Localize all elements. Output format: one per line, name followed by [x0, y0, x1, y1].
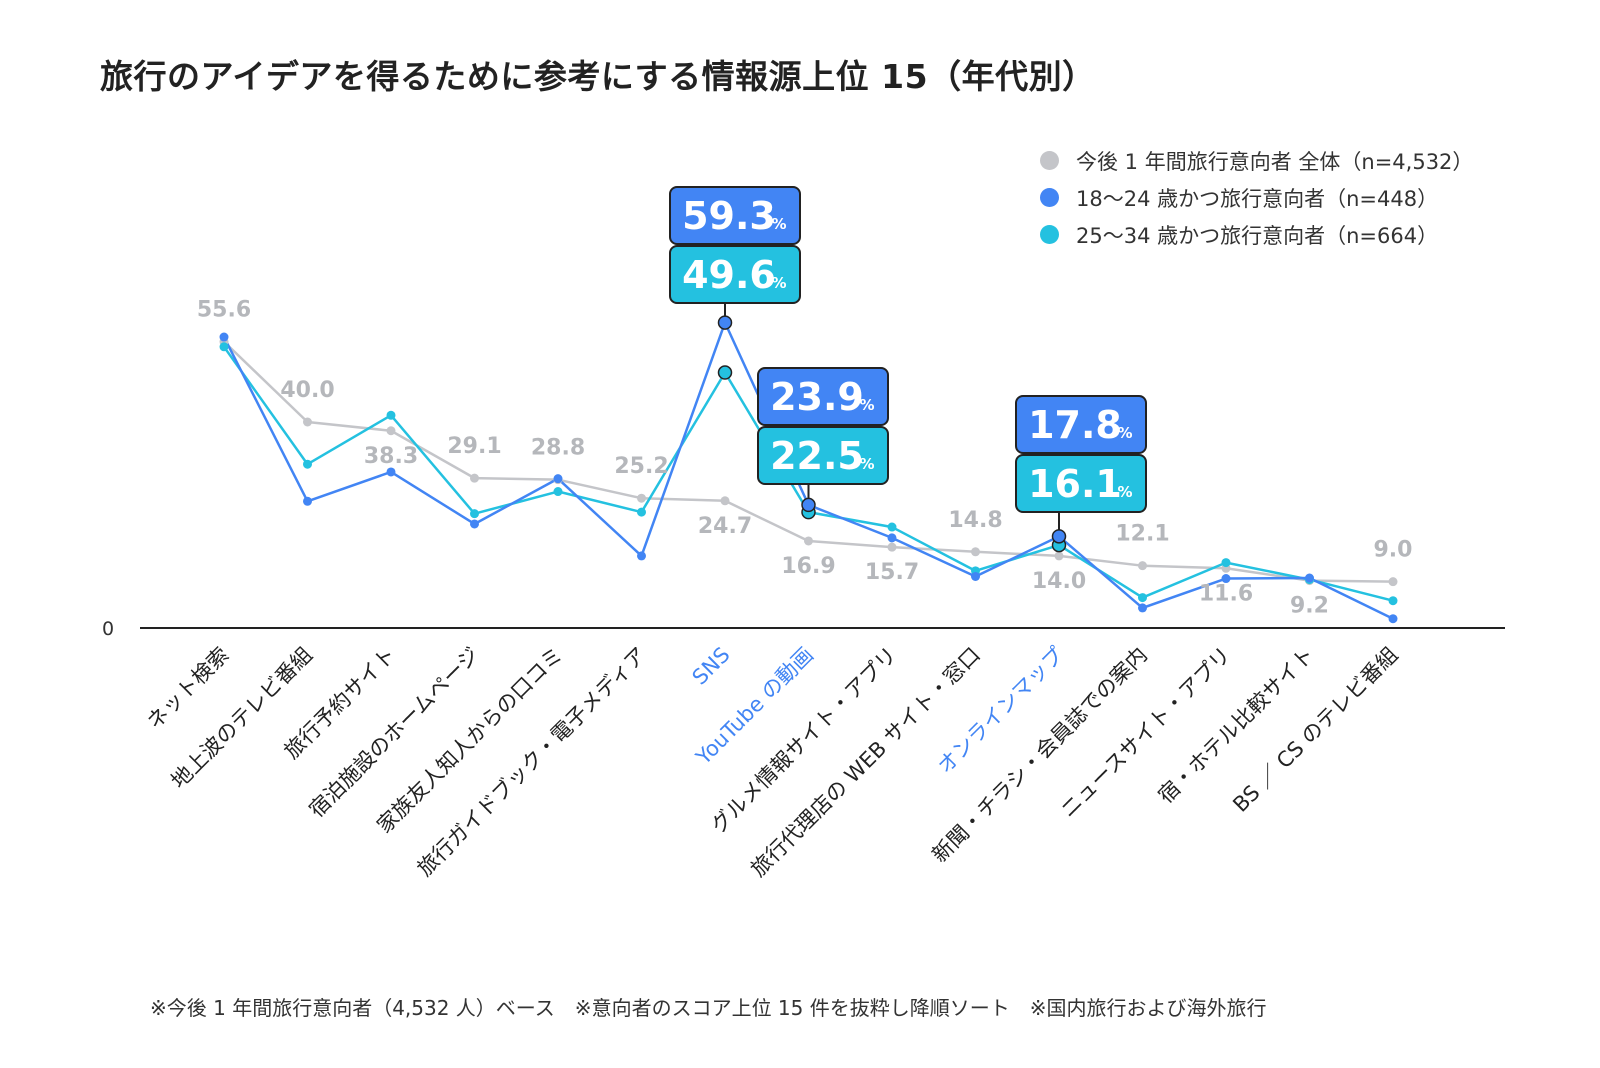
legend-item-18-24: 18〜24 歳かつ旅行意向者（n=448） [1040, 179, 1473, 216]
data-point [553, 487, 563, 497]
legend: 今後 1 年間旅行意向者 全体（n=4,532） 18〜24 歳かつ旅行意向者（… [1040, 142, 1473, 253]
data-point [303, 417, 312, 427]
data-point [804, 536, 813, 546]
data-label: 28.8 [531, 436, 585, 461]
category-label: ニュースサイト・アプリ [1056, 643, 1236, 823]
y-zero-label: 0 [102, 618, 114, 640]
data-point [1221, 558, 1231, 568]
data-point [1054, 551, 1064, 561]
data-point [717, 365, 733, 380]
data-label: 38.3 [364, 444, 418, 469]
callout-box-18-24 [757, 367, 889, 426]
data-point [470, 509, 479, 519]
data-label: 11.6 [1199, 581, 1253, 606]
legend-dot-25-34 [1040, 225, 1059, 244]
callout-value: 16.1 [1028, 462, 1122, 506]
data-point [637, 507, 646, 517]
callout-value: 59.3 [682, 194, 776, 238]
data-point [219, 332, 229, 342]
callout-value: 49.6 [682, 253, 776, 297]
data-label: 9.0 [1374, 538, 1413, 563]
data-label: 14.8 [948, 508, 1002, 533]
data-point [1388, 596, 1398, 606]
data-point [887, 522, 897, 532]
data-point [553, 474, 563, 484]
data-point [470, 473, 479, 483]
callout-unit: % [1117, 424, 1132, 442]
data-label: 14.0 [1032, 569, 1086, 594]
legend-dot-18-24 [1040, 188, 1059, 207]
footnotes: ※今後 1 年間旅行意向者（4,532 人）ベース ※意向者のスコア上位 15 … [150, 996, 1267, 1020]
data-point [1388, 577, 1398, 587]
data-point [887, 542, 897, 552]
chart-title: 旅行のアイデアを得るために参考にする情報源上位 15（年代別） [100, 57, 1096, 96]
callout-box-18-24 [1015, 395, 1147, 454]
data-point [303, 496, 312, 506]
category-label: SNS [688, 643, 735, 690]
callout-box-25-34 [757, 426, 889, 485]
legend-label-25-34: 25〜34 歳かつ旅行意向者（n=664） [1076, 223, 1439, 248]
data-point [1305, 573, 1314, 583]
data-label: 29.1 [447, 434, 501, 459]
data-point [303, 459, 312, 469]
data-point [1138, 561, 1147, 571]
category-label: BS ／ CS のテレビ番組 [1228, 643, 1402, 817]
legend-item-overall: 今後 1 年間旅行意向者 全体（n=4,532） [1040, 142, 1473, 179]
data-label: 55.6 [197, 298, 251, 323]
data-point [971, 572, 980, 581]
callout-value: 23.9 [770, 375, 864, 419]
data-point [1221, 574, 1231, 584]
data-point [386, 410, 396, 420]
data-point [801, 497, 816, 513]
data-point [386, 467, 396, 477]
legend-dot-overall [1040, 151, 1059, 170]
callout-unit: % [859, 396, 874, 414]
callout-unit: % [771, 274, 786, 292]
data-label: 9.2 [1290, 594, 1329, 619]
legend-label-overall: 今後 1 年間旅行意向者 全体（n=4,532） [1076, 149, 1474, 174]
data-label: 40.0 [280, 378, 334, 403]
data-point [470, 519, 479, 529]
data-point [1051, 529, 1067, 544]
data-label: 16.9 [781, 554, 835, 579]
data-point [971, 547, 980, 557]
data-label: 12.1 [1115, 522, 1169, 547]
data-label: 24.7 [698, 514, 752, 539]
callout-box-25-34 [1015, 454, 1147, 513]
callout-unit: % [771, 215, 786, 233]
data-point [637, 551, 646, 561]
data-point [717, 315, 733, 330]
data-label: 15.7 [865, 560, 919, 585]
category-label: 地上波のテレビ番組 [166, 643, 317, 794]
data-point [1138, 603, 1147, 613]
callout-value: 17.8 [1028, 403, 1122, 447]
callout-unit: % [859, 455, 874, 473]
callout-box-25-34 [669, 245, 801, 304]
legend-item-25-34: 25〜34 歳かつ旅行意向者（n=664） [1040, 216, 1473, 253]
data-point [219, 342, 229, 352]
data-point [1388, 614, 1398, 624]
callout-unit: % [1117, 483, 1132, 501]
legend-label-18-24: 18〜24 歳かつ旅行意向者（n=448） [1076, 186, 1439, 211]
category-label: 宿泊施設のホームページ [304, 643, 484, 823]
category-label: 宿・ホテル比較サイト [1154, 643, 1319, 808]
data-point [1138, 593, 1147, 603]
callout-box-18-24 [669, 186, 801, 245]
callout-value: 22.5 [770, 434, 864, 478]
category-label: ネット検索 [142, 643, 233, 734]
data-point [720, 496, 730, 506]
data-point [887, 533, 897, 543]
data-point [386, 426, 396, 436]
data-label: 25.2 [614, 454, 668, 479]
data-point [637, 493, 646, 503]
